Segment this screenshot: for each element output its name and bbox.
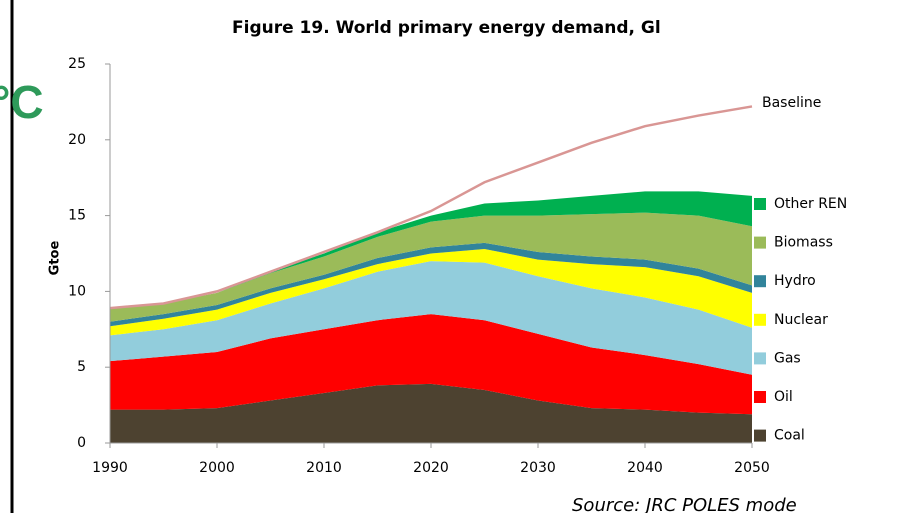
legend-swatch	[754, 236, 766, 249]
y-tick-label: 25	[68, 56, 86, 72]
legend-swatch	[754, 352, 766, 365]
x-tick-label: 2050	[734, 460, 770, 476]
legend-label: Biomass	[774, 235, 833, 251]
legend-label: Coal	[774, 428, 805, 444]
y-tick-label: 15	[68, 208, 86, 224]
x-tick-label: 2000	[199, 460, 235, 476]
legend-label: Oil	[774, 389, 793, 405]
area	[110, 242, 752, 327]
area	[110, 191, 752, 309]
area	[110, 383, 752, 443]
y-tick-label: 0	[77, 435, 86, 451]
y-tick-label: 20	[68, 132, 86, 148]
y-tick-label: 5	[77, 359, 86, 375]
baseline-line	[109, 105, 753, 310]
legend-label: Nuclear	[774, 312, 828, 328]
legend-label: Hydro	[774, 273, 816, 289]
legend-swatch	[754, 429, 766, 442]
legend-swatch	[754, 391, 766, 403]
chart-title: Figure 19. World primary energy demand, …	[232, 18, 661, 38]
area	[110, 261, 752, 375]
side-text: °C	[0, 76, 44, 128]
x-tick-label: 1990	[92, 460, 128, 476]
y-axis-label: Gtoe	[48, 241, 63, 276]
y-tick-label: 10	[68, 283, 86, 299]
x-tick-label: 2030	[520, 460, 556, 476]
area	[110, 314, 752, 415]
legend-swatch	[754, 275, 766, 288]
line-label: Baseline	[762, 95, 821, 111]
source-note: Source: JRC POLES mode	[572, 495, 797, 513]
x-tick-label: 2040	[627, 460, 663, 476]
x-tick-label: 2020	[413, 460, 449, 476]
area	[110, 212, 752, 322]
area	[110, 248, 752, 336]
legend-label: Gas	[774, 350, 801, 366]
x-tick-label: 2010	[306, 460, 342, 476]
legend-swatch	[754, 198, 766, 210]
legend-swatch	[754, 313, 766, 326]
legend-label: Other REN	[774, 196, 847, 212]
